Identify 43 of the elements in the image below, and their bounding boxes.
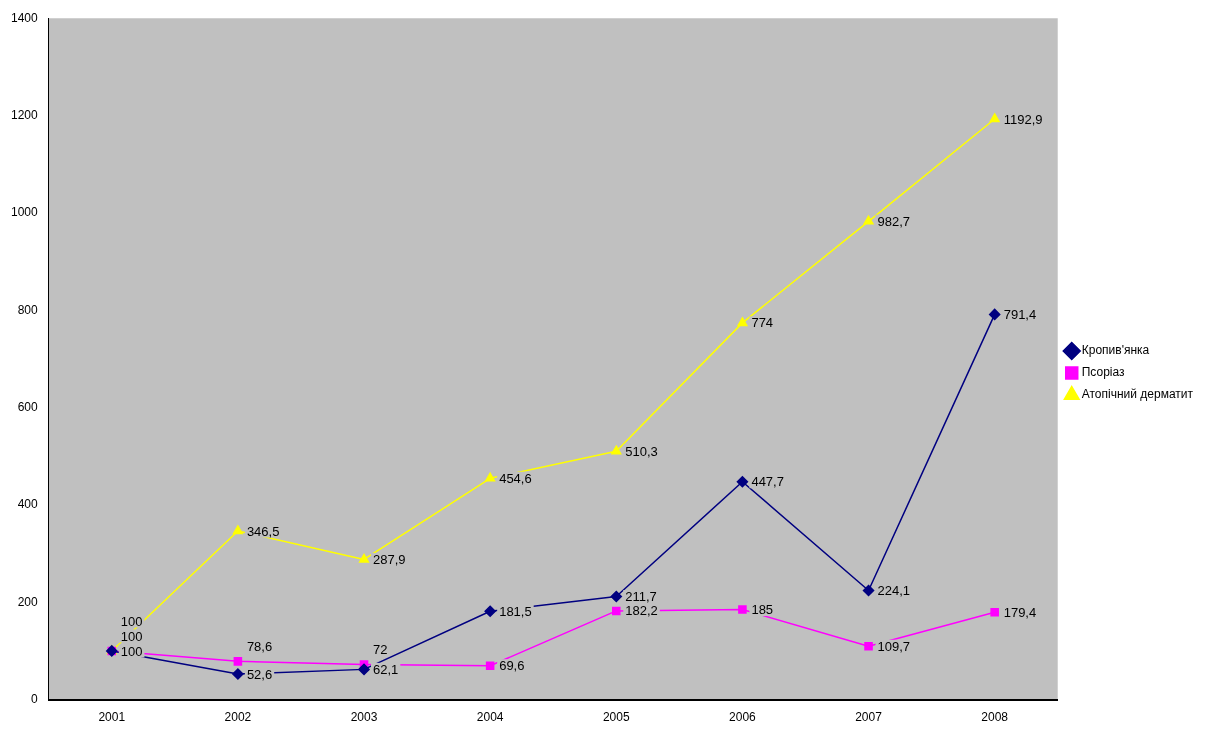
data-label: 72: [373, 642, 388, 658]
x-tick-label: 2002: [224, 710, 252, 725]
data-label: 78,6: [246, 638, 273, 654]
x-tick-label: 2005: [602, 710, 630, 725]
data-label: 510,3: [625, 443, 658, 459]
y-tick-label: 200: [17, 594, 39, 609]
data-label: 224,1: [877, 583, 911, 599]
x-tick-label: 2004: [476, 710, 504, 725]
y-tick-label: 600: [17, 399, 39, 414]
data-label: 100: [120, 613, 143, 629]
data-label: 185: [751, 602, 774, 618]
legend-label: Псоріаз: [1081, 365, 1126, 380]
data-label: 181,5: [499, 603, 532, 619]
data-label: 346,5: [246, 523, 280, 539]
y-tick-label: 1200: [10, 107, 39, 122]
data-label: 982,7: [877, 213, 911, 229]
data-label: 211,7: [625, 589, 657, 605]
y-tick-label: 400: [17, 497, 39, 512]
x-tick-label: 2008: [981, 710, 1009, 725]
data-label: 774: [751, 315, 774, 331]
legend-label: Атопічний дерматит: [1081, 387, 1194, 402]
y-tick-label: 1400: [10, 10, 39, 25]
x-tick-label: 2006: [729, 710, 757, 725]
y-tick-label: 0: [31, 691, 39, 706]
data-label: 1192,9: [1003, 111, 1043, 127]
data-label: 447,7: [751, 474, 784, 490]
legend-label: Кропив'янка: [1081, 343, 1150, 358]
x-tick-label: 2003: [350, 710, 378, 725]
data-label: 100: [120, 628, 143, 644]
data-label: 179,4: [1003, 604, 1037, 620]
data-label: 109,7: [877, 638, 911, 654]
data-label: 182,2: [625, 603, 658, 619]
data-label: 454,6: [499, 470, 532, 486]
data-label: 287,9: [373, 552, 406, 568]
y-tick-label: 1000: [10, 205, 39, 220]
y-tick-label: 800: [17, 302, 39, 317]
x-tick-label: 2001: [98, 710, 126, 725]
x-tick-label: 2007: [855, 710, 883, 725]
data-label: 100: [120, 643, 143, 659]
data-label: 791,4: [1003, 306, 1037, 322]
data-label: 62,1: [373, 661, 399, 677]
data-label: 69,6: [499, 658, 525, 674]
data-label: 52,6: [246, 666, 273, 682]
